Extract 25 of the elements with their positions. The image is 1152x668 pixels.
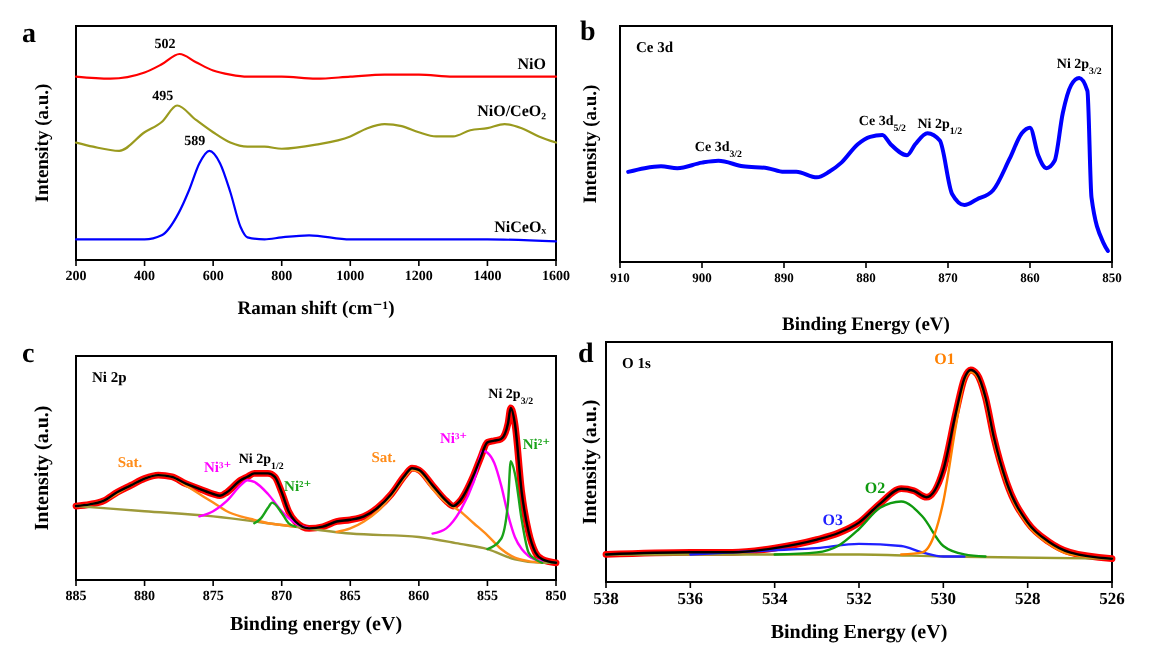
x-tick-label: 534 [761, 588, 789, 608]
series-label: NiCeOₓ [494, 217, 548, 236]
x-axis-title: Binding Energy (eV) [770, 622, 948, 644]
x-tick-label: 528 [1014, 588, 1041, 608]
x-axis-title: Raman shift (cm⁻¹) [237, 300, 395, 320]
y-axis-title: Intensity (a.u.) [34, 83, 55, 203]
chart-title: b [580, 18, 596, 48]
series-label: O1 [934, 350, 955, 369]
series-label: NiO/CeO₂ [477, 102, 548, 121]
series-label: O3 [822, 510, 843, 529]
y-axis-title: Intensity (a.u.) [582, 84, 603, 204]
chart-title: d [578, 340, 594, 370]
y-axis-title: Intensity (a.u.) [580, 399, 603, 525]
x-tick-label: 532 [846, 588, 872, 608]
x-tick-label: 526 [1099, 588, 1125, 608]
chart-title: c [22, 340, 35, 370]
series-label: O2 [864, 479, 886, 498]
x-axis-title: Binding Energy (eV) [782, 316, 950, 336]
chart-title: a [22, 20, 36, 50]
y-axis-title: Intensity (a.u.) [32, 405, 55, 531]
x-tick-label: 536 [677, 588, 704, 608]
x-tick-label: 538 [593, 588, 619, 608]
x-axis-title: Binding energy (eV) [229, 614, 403, 636]
series-label: NiO [517, 54, 546, 73]
x-tick-label: 530 [930, 588, 957, 608]
